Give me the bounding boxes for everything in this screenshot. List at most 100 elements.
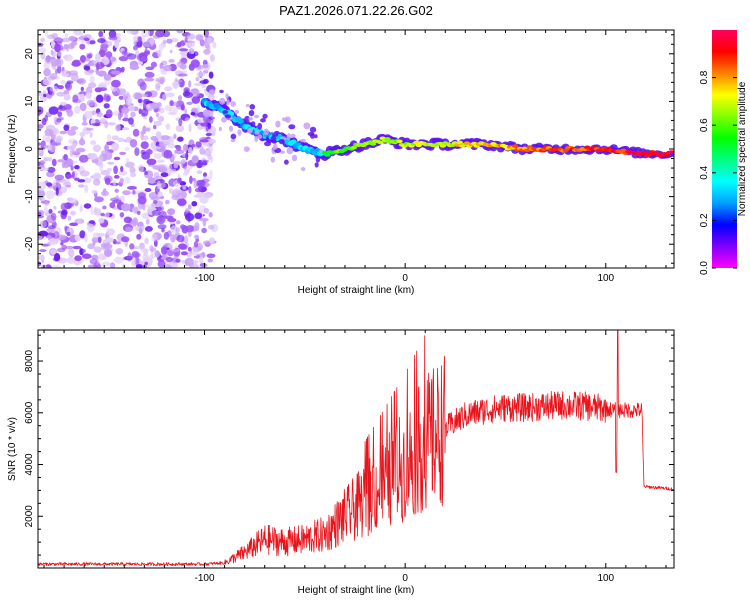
ridge-scatter bbox=[244, 115, 250, 122]
noise-blob bbox=[109, 202, 116, 209]
noise-blob bbox=[155, 131, 162, 139]
noise-blob bbox=[55, 186, 59, 196]
noise-blob bbox=[124, 146, 130, 152]
noise-blob bbox=[102, 205, 107, 210]
noise-blob bbox=[145, 149, 153, 155]
noise-blob bbox=[68, 35, 76, 42]
noise-blob bbox=[83, 65, 91, 71]
noise-blob bbox=[199, 139, 209, 143]
noise-blob bbox=[90, 206, 94, 216]
noise-blob bbox=[144, 226, 153, 232]
noise-blob bbox=[53, 37, 64, 44]
spectrogram-y-label: Frequency (Hz) bbox=[7, 115, 18, 184]
noise-blob bbox=[179, 63, 187, 70]
noise-blob bbox=[62, 73, 70, 77]
noise-blob bbox=[85, 127, 94, 131]
colorbar-ticks: 0.0 0.2 0.4 0.6 0.8 bbox=[699, 70, 737, 275]
noise-blob bbox=[73, 30, 82, 36]
noise-blob bbox=[106, 167, 112, 172]
noise-blob bbox=[61, 244, 67, 251]
noise-blob bbox=[78, 184, 85, 188]
noise-blob bbox=[177, 177, 181, 184]
noise-blob bbox=[117, 137, 125, 143]
noise-blob bbox=[57, 257, 67, 264]
noise-blob bbox=[207, 224, 215, 230]
noise-blob bbox=[95, 53, 101, 62]
noise-blob bbox=[136, 53, 147, 62]
noise-blob bbox=[51, 158, 57, 167]
ridge-scatter bbox=[260, 118, 266, 123]
noise-blob bbox=[154, 146, 161, 150]
noise-blob bbox=[66, 231, 71, 237]
noise-blob bbox=[157, 224, 167, 230]
noise-blob bbox=[121, 236, 130, 243]
noise-blob bbox=[176, 30, 184, 34]
noise-blob bbox=[72, 245, 82, 250]
ridge-scatter bbox=[262, 113, 268, 119]
noise-blob bbox=[196, 71, 206, 77]
ridge-scatter bbox=[319, 148, 323, 154]
noise-blob bbox=[208, 237, 215, 244]
noise-blob bbox=[89, 220, 95, 224]
noise-blob bbox=[144, 171, 149, 175]
noise-blob bbox=[176, 42, 182, 48]
noise-blob bbox=[122, 117, 130, 122]
noise-blob bbox=[146, 158, 157, 165]
noise-blob bbox=[160, 70, 168, 75]
noise-blob bbox=[123, 216, 132, 224]
noise-blob bbox=[143, 135, 149, 141]
noise-blob bbox=[132, 217, 138, 226]
noise-blob bbox=[170, 234, 176, 243]
noise-blob bbox=[79, 204, 83, 213]
noise-blob bbox=[195, 141, 202, 148]
noise-blob bbox=[38, 48, 47, 53]
noise-blob bbox=[81, 122, 88, 126]
colorbar: 0.0 0.2 0.4 0.6 0.8 Normalized spectral ampl… bbox=[699, 30, 748, 275]
y-tick-label: 4000 bbox=[24, 453, 35, 476]
noise-blob bbox=[191, 95, 201, 104]
ridge-core bbox=[237, 118, 244, 125]
ridge-scatter bbox=[250, 121, 256, 127]
y-tick-label: 2000 bbox=[24, 505, 35, 528]
noise-blob bbox=[79, 31, 84, 37]
noise-blob bbox=[38, 254, 45, 261]
ridge-scatter bbox=[219, 97, 226, 105]
noise-blob bbox=[183, 91, 194, 98]
noise-blob bbox=[203, 48, 211, 55]
noise-blob bbox=[107, 40, 113, 47]
noise-blob bbox=[129, 172, 137, 178]
noise-blob bbox=[88, 40, 96, 45]
noise-blob bbox=[175, 258, 181, 263]
noise-blob bbox=[193, 82, 203, 86]
noise-blob bbox=[80, 39, 86, 44]
ridge-scatter bbox=[300, 167, 306, 171]
noise-blob bbox=[98, 30, 104, 38]
noise-blob bbox=[132, 128, 140, 137]
noise-blob bbox=[156, 159, 165, 163]
ridge-scatter bbox=[230, 133, 237, 140]
noise-blob bbox=[129, 166, 136, 174]
noise-blob bbox=[72, 149, 76, 155]
noise-blob bbox=[199, 39, 205, 47]
noise-blob bbox=[79, 43, 86, 50]
noise-blob bbox=[84, 184, 89, 193]
y-tick-label: -10 bbox=[24, 189, 35, 204]
noise-blob bbox=[144, 261, 148, 266]
noise-blob bbox=[57, 65, 62, 74]
noise-blob bbox=[95, 173, 102, 179]
noise-blob bbox=[186, 252, 192, 258]
ridge-core bbox=[324, 153, 331, 157]
snr-x-ticks: -100 0 100 bbox=[43, 330, 667, 584]
noise-blob bbox=[155, 112, 160, 118]
noise-blob bbox=[53, 137, 61, 142]
noise-blob bbox=[64, 82, 71, 89]
noise-blob bbox=[162, 94, 167, 101]
ridge-scatter bbox=[291, 154, 298, 162]
noise-blob bbox=[127, 252, 132, 260]
ridge-scatter bbox=[280, 150, 285, 154]
noise-blob bbox=[193, 241, 199, 248]
noise-blob bbox=[46, 182, 53, 187]
noise-blob bbox=[39, 167, 49, 171]
noise-blob bbox=[38, 146, 43, 155]
noise-blob bbox=[145, 66, 155, 71]
